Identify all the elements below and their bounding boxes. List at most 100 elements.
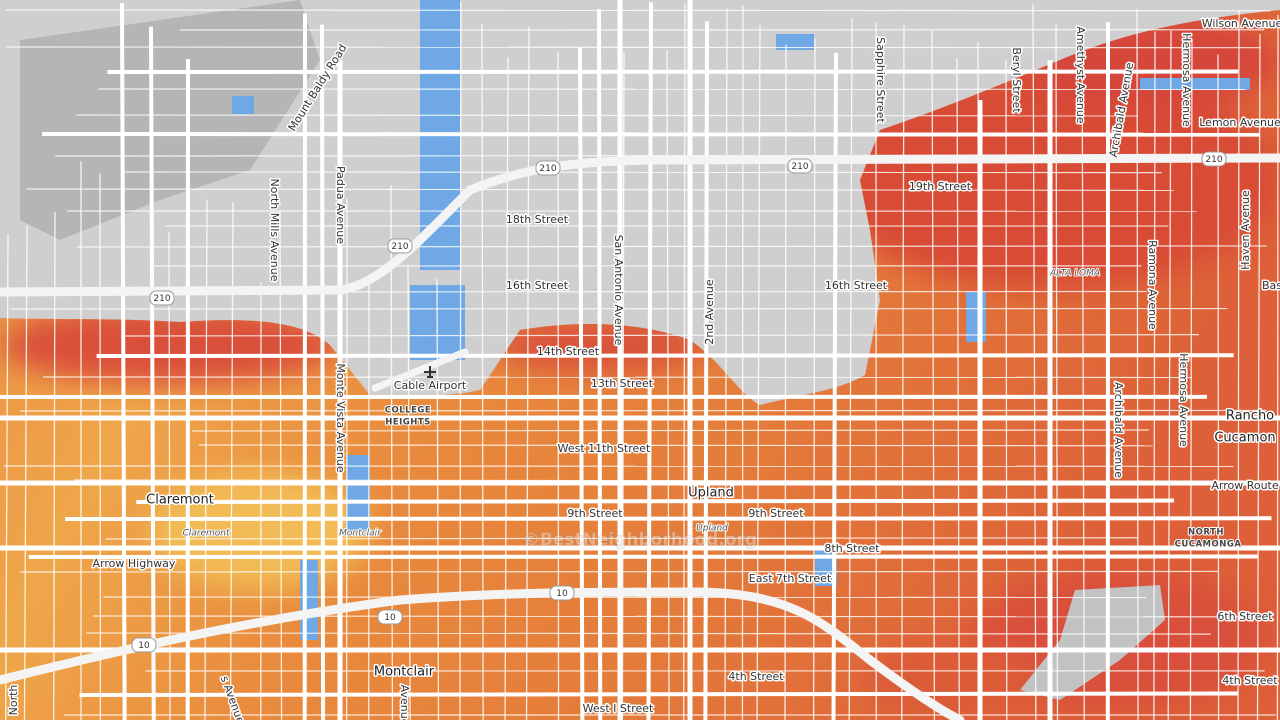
street <box>1055 23 1059 720</box>
shield-number: 10 <box>384 613 396 623</box>
street <box>646 2 653 720</box>
street <box>122 334 1199 337</box>
map-label: 4th Street <box>728 670 784 683</box>
shield-number: 10 <box>138 641 150 651</box>
street <box>42 132 1260 137</box>
map-label: CUCAMONGA <box>1175 540 1242 550</box>
shield-number: 210 <box>1205 155 1222 165</box>
map-label: East 7th Street <box>749 572 832 585</box>
street <box>812 38 816 720</box>
map-label: Cucamon <box>1214 431 1275 446</box>
highway-shield: 10 <box>131 637 157 653</box>
map-label: 16th Street <box>825 279 888 292</box>
map-label: Arrow Route <box>1211 479 1279 492</box>
street <box>1189 39 1193 720</box>
street <box>1136 9 1139 720</box>
street <box>96 353 1234 358</box>
street <box>1032 4 1037 720</box>
street <box>557 52 560 720</box>
highway-shield: 210 <box>787 158 813 174</box>
map-label: 19th Street <box>909 180 972 193</box>
street <box>123 171 1162 174</box>
street <box>320 24 326 720</box>
map-label: Archibald Avenue <box>1112 382 1125 478</box>
street <box>76 245 1267 248</box>
street <box>1005 59 1008 720</box>
street <box>724 8 728 720</box>
map-label: NORTH <box>1188 528 1224 538</box>
runway <box>371 348 469 392</box>
map-label: 18th Street <box>506 213 569 226</box>
street <box>390 185 394 720</box>
highway-shield: 10 <box>377 609 403 625</box>
basin <box>1140 78 1250 90</box>
map-label: 2nd Avenue <box>703 279 716 345</box>
map-label: 14th Street <box>537 345 600 358</box>
map-label: Arrow Highway <box>93 557 176 570</box>
map-label: Padua Avenue <box>334 166 347 244</box>
map-label: HEIGHTS <box>385 418 431 428</box>
shield-body <box>549 585 575 601</box>
street <box>198 444 1153 447</box>
street <box>956 58 960 720</box>
street <box>149 26 156 720</box>
map-label: Haven Avenue <box>1239 190 1252 270</box>
street <box>1276 15 1279 720</box>
street <box>578 47 585 720</box>
highway-shield: 210 <box>535 160 561 176</box>
map-label: COLLEGE <box>385 406 431 416</box>
street <box>103 596 1147 599</box>
street <box>756 24 761 720</box>
map-label: 4th Street <box>1222 674 1278 687</box>
freeway-210 <box>0 153 1280 297</box>
map-label: Hermosa Avenue <box>1180 33 1193 127</box>
street <box>92 615 1243 618</box>
map-label: 16th Street <box>506 279 569 292</box>
shield-body <box>387 238 413 254</box>
shield-number: 210 <box>539 164 556 174</box>
map-label: Sapphire Street <box>874 37 887 123</box>
street <box>525 26 530 720</box>
map-label: Upland <box>696 524 728 534</box>
highway-shield: 210 <box>387 238 413 254</box>
highway-shield: 210 <box>1201 151 1227 167</box>
shield-number: 210 <box>791 162 808 172</box>
map-label: Rancho <box>1226 409 1274 424</box>
map-label: Avenue <box>398 685 411 720</box>
street <box>901 25 905 720</box>
map-label: 6th Street <box>1217 610 1273 623</box>
map-label: San Antonio Avenue <box>612 235 625 346</box>
street <box>5 9 1271 12</box>
shield-body <box>535 160 561 176</box>
airport-icon <box>424 366 436 378</box>
street <box>6 46 1261 49</box>
map-label: Bas <box>1262 279 1280 292</box>
street <box>504 57 509 720</box>
freeway-10 <box>0 587 965 720</box>
map-label: Lemon Avenue <box>1199 116 1280 129</box>
map-label: Montclair <box>374 665 435 680</box>
map-label: 9th Street <box>567 507 623 520</box>
map-label: Montclair <box>339 529 382 539</box>
street <box>86 632 1211 635</box>
street <box>1081 26 1085 720</box>
street <box>136 498 1174 504</box>
map-label: Beryl Street <box>1010 47 1023 113</box>
street <box>1256 34 1261 720</box>
shield-body <box>131 637 157 653</box>
street <box>65 516 1272 521</box>
shield-body <box>377 609 403 625</box>
shield-body <box>149 290 175 306</box>
map-label: Amethyst Avenue <box>1074 26 1087 123</box>
street <box>1237 10 1240 720</box>
street <box>23 225 28 720</box>
street <box>76 114 1139 117</box>
shield-number: 210 <box>153 294 170 304</box>
map-label: Claremont <box>146 493 214 508</box>
street <box>407 264 411 720</box>
street <box>79 691 1238 697</box>
freeways <box>0 153 1280 720</box>
street <box>279 210 283 720</box>
